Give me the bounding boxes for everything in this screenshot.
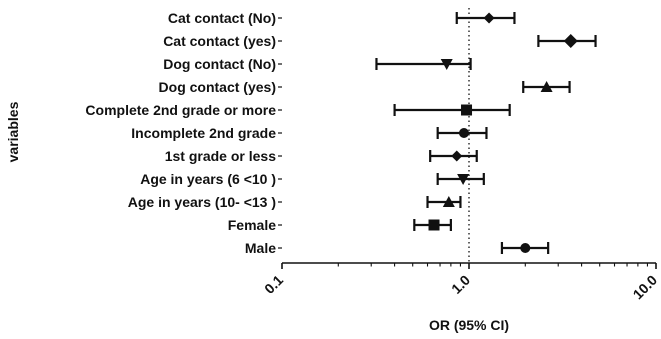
or-marker — [428, 219, 440, 231]
or-marker — [520, 243, 531, 253]
or-marker — [461, 104, 473, 116]
or-marker — [458, 128, 469, 138]
row-label: Complete 2nd grade or more — [85, 102, 276, 118]
or-marker — [442, 196, 455, 207]
row-label: Male — [245, 240, 276, 256]
row-label: Incomplete 2nd grade — [131, 125, 276, 141]
or-marker — [563, 34, 578, 48]
x-tick-label: 0.1 — [261, 272, 286, 297]
or-marker — [440, 59, 453, 70]
row-label: Cat contact (yes) — [163, 33, 276, 49]
row-label: Cat contact (No) — [168, 10, 276, 26]
or-marker — [540, 81, 553, 92]
row-label: Age in years (10- <13 ) — [128, 194, 276, 210]
row-label: Female — [228, 217, 276, 233]
or-marker — [483, 12, 495, 24]
x-axis-title: OR (95% CI) — [429, 317, 509, 333]
x-tick-label: 1.0 — [448, 272, 473, 297]
or-marker — [457, 174, 470, 185]
or-marker — [451, 150, 463, 162]
y-axis-title: variables — [5, 101, 21, 162]
row-label: Dog contact (yes) — [159, 79, 276, 95]
row-label: 1st grade or less — [165, 148, 276, 164]
x-tick-label: 10.0 — [630, 272, 661, 303]
row-label: Age in years (6 <10 ) — [140, 171, 276, 187]
row-label: Dog contact (No) — [163, 56, 276, 72]
